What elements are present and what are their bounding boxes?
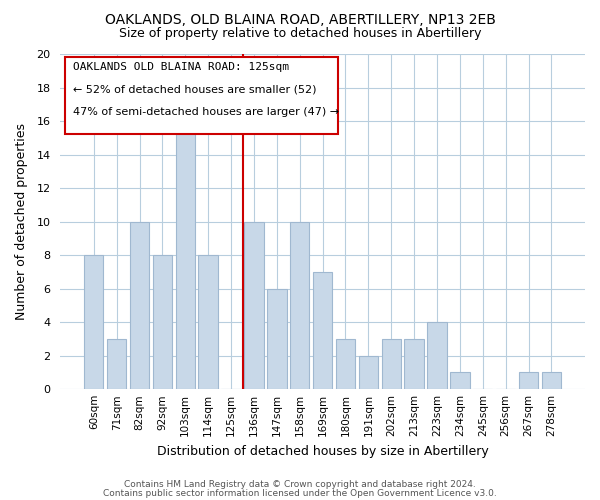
Bar (542, 372, 561, 389)
Bar (359, 356, 378, 389)
Bar (176, 121, 195, 389)
Bar (450, 372, 470, 389)
Bar (84, 255, 103, 389)
Bar (290, 222, 310, 389)
Y-axis label: Number of detached properties: Number of detached properties (15, 123, 28, 320)
Text: Size of property relative to detached houses in Abertillery: Size of property relative to detached ho… (119, 28, 481, 40)
Text: Contains public sector information licensed under the Open Government Licence v3: Contains public sector information licen… (103, 488, 497, 498)
Bar (107, 339, 127, 389)
Text: Contains HM Land Registry data © Crown copyright and database right 2024.: Contains HM Land Registry data © Crown c… (124, 480, 476, 489)
Bar (244, 222, 263, 389)
Bar (519, 372, 538, 389)
Text: OAKLANDS OLD BLAINA ROAD: 125sqm: OAKLANDS OLD BLAINA ROAD: 125sqm (73, 62, 289, 72)
Bar (427, 322, 447, 389)
Bar (199, 255, 218, 389)
X-axis label: Distribution of detached houses by size in Abertillery: Distribution of detached houses by size … (157, 444, 488, 458)
Bar (404, 339, 424, 389)
Bar (336, 339, 355, 389)
Bar (382, 339, 401, 389)
Bar (130, 222, 149, 389)
Text: OAKLANDS, OLD BLAINA ROAD, ABERTILLERY, NP13 2EB: OAKLANDS, OLD BLAINA ROAD, ABERTILLERY, … (104, 12, 496, 26)
Bar (267, 288, 287, 389)
FancyBboxPatch shape (65, 58, 338, 134)
Bar (152, 255, 172, 389)
Text: 47% of semi-detached houses are larger (47) →: 47% of semi-detached houses are larger (… (73, 107, 340, 117)
Text: ← 52% of detached houses are smaller (52): ← 52% of detached houses are smaller (52… (73, 84, 317, 94)
Bar (313, 272, 332, 389)
